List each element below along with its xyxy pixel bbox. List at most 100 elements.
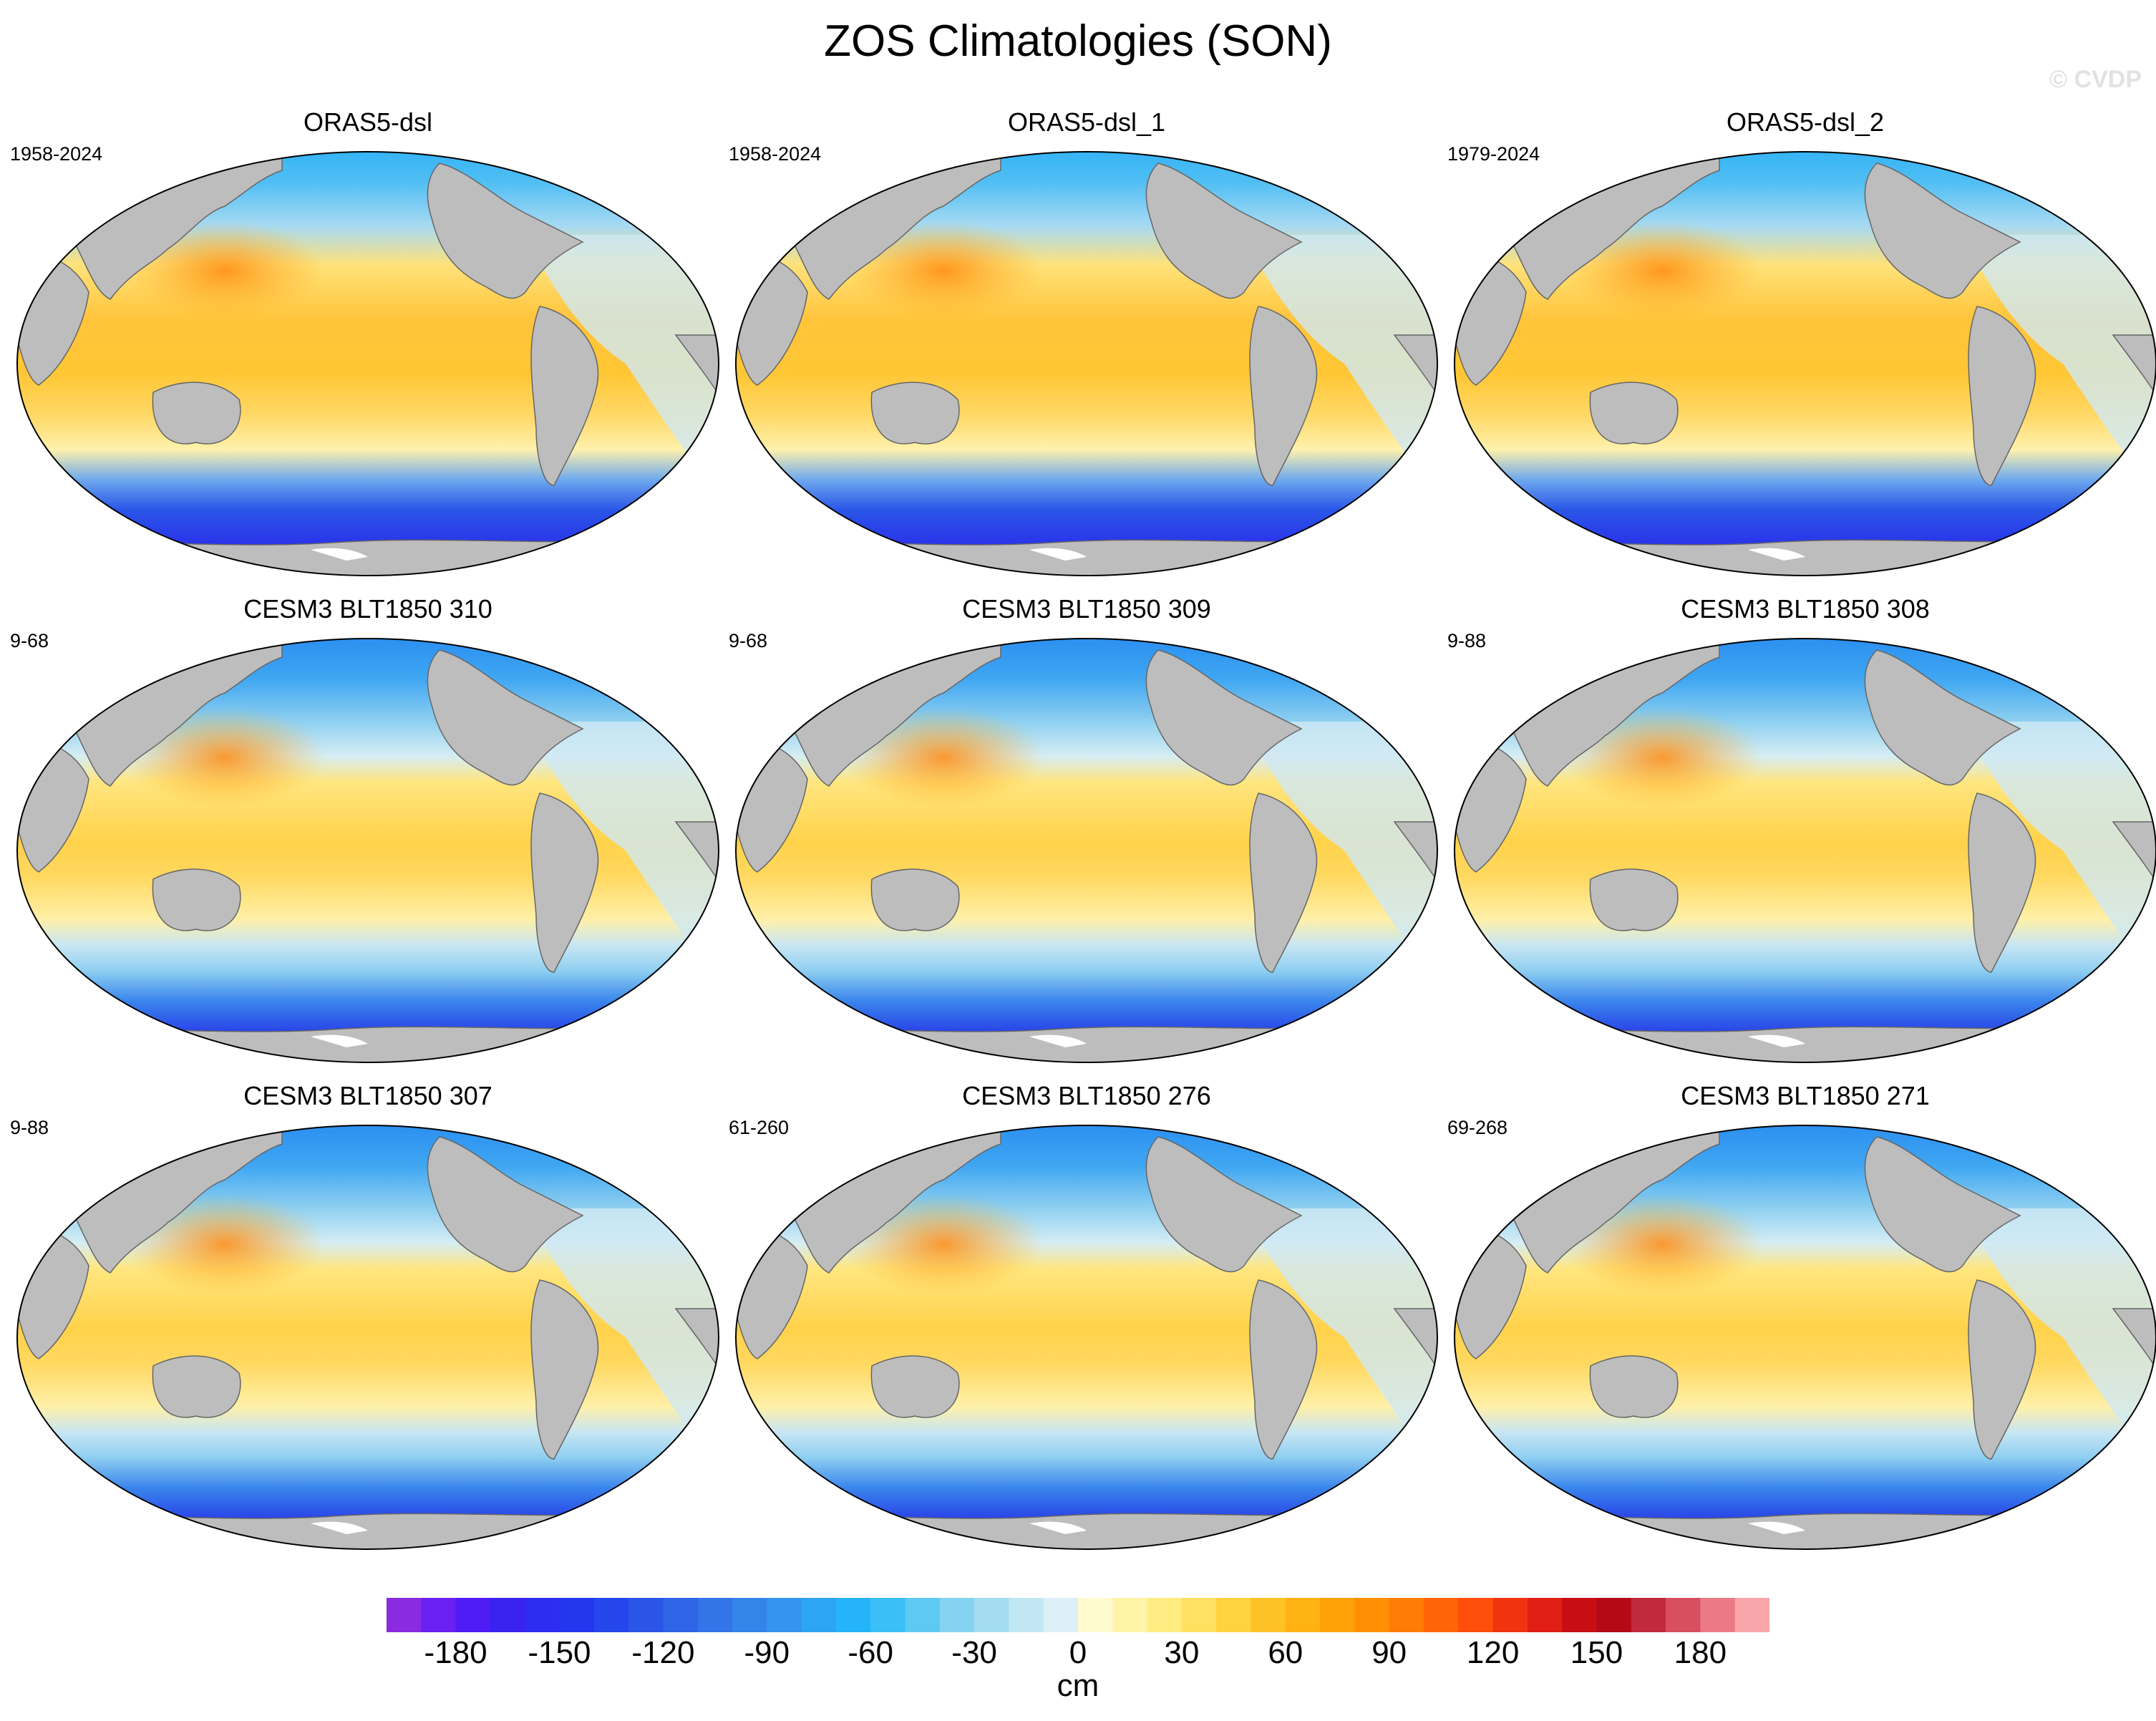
- colorbar-swatch: [870, 1598, 905, 1632]
- world-map: [735, 151, 1438, 576]
- colorbar-swatch: [939, 1598, 975, 1632]
- land-antarctica: [1455, 538, 2156, 576]
- map-panel: CESM3 BLT1850 276 61-260: [729, 1081, 1444, 1553]
- colorbar-swatch: [1009, 1598, 1044, 1632]
- colorbar-swatch: [1734, 1598, 1769, 1632]
- colorbar-swatch: [559, 1598, 595, 1632]
- panel-title: CESM3 BLT1850 276: [962, 1081, 1211, 1110]
- land-australia: [152, 382, 241, 445]
- land-south-america: [1249, 1279, 1318, 1460]
- land-east-edge: [1372, 639, 1437, 751]
- colorbar-swatch: [1354, 1598, 1390, 1632]
- colorbar-swatch: [1596, 1598, 1632, 1632]
- map-panel: ORAS5-dsl 1958-2024: [10, 107, 726, 580]
- colorbar-tick: -180: [424, 1635, 487, 1670]
- colorbar-swatch: [628, 1598, 664, 1632]
- world-map: [1454, 1125, 2156, 1550]
- panel-title: ORAS5-dsl: [303, 107, 433, 137]
- map-panel: CESM3 BLT1850 271 69-268: [1447, 1081, 2156, 1553]
- panel-period: 9-88: [10, 1117, 49, 1138]
- colorbar-tick: 0: [1069, 1635, 1087, 1670]
- land-australia: [1589, 382, 1679, 445]
- land-north-america: [1145, 649, 1303, 786]
- colorbar-swatch: [1562, 1598, 1597, 1632]
- land-greenland: [566, 1125, 651, 1160]
- colorbar-swatch: [1216, 1598, 1251, 1632]
- land-greenland: [566, 639, 651, 674]
- land-north-america: [1864, 163, 2021, 299]
- map-panel: CESM3 BLT1850 309 9-68: [729, 594, 1444, 1067]
- colorbar-tick: -150: [528, 1635, 591, 1670]
- land-south-america: [1968, 792, 2036, 973]
- land-antarctica: [736, 538, 1437, 576]
- colorbar-swatch: [697, 1598, 733, 1632]
- colorbar-swatch: [801, 1598, 837, 1632]
- panel-title: CESM3 BLT1850 307: [243, 1081, 492, 1110]
- land-east-edge: [2091, 1125, 2156, 1238]
- colorbar-tick: 120: [1466, 1635, 1520, 1670]
- panel-period: 69-268: [1447, 1117, 1508, 1138]
- land-australia: [870, 868, 960, 931]
- land-antarctica: [17, 1512, 719, 1549]
- land-australia: [870, 1355, 960, 1418]
- colorbar-swatch: [767, 1598, 802, 1632]
- land-south-america: [1968, 1279, 2036, 1460]
- land-east-edge: [654, 639, 719, 751]
- land-east-edge: [2091, 639, 2156, 751]
- colorbar-swatch: [593, 1598, 629, 1632]
- map-panel: CESM3 BLT1850 310 9-68: [10, 594, 726, 1067]
- colorbar-swatch: [1112, 1598, 1148, 1632]
- colorbar-tick: 150: [1570, 1635, 1623, 1670]
- colorbar-swatch: [1458, 1598, 1494, 1632]
- colorbar-swatch: [490, 1598, 525, 1632]
- land-africa-east: [674, 821, 719, 894]
- panel-period: 1958-2024: [10, 143, 103, 165]
- land-north-america: [427, 649, 584, 786]
- world-map: [16, 151, 719, 576]
- colorbar-swatch: [1631, 1598, 1666, 1632]
- land-north-america: [1864, 649, 2021, 786]
- colorbar-swatch: [1251, 1598, 1286, 1632]
- land-south-america: [1249, 306, 1318, 486]
- world-map: [16, 1125, 719, 1550]
- land-east-edge: [1372, 152, 1437, 264]
- colorbar-swatch: [421, 1598, 457, 1632]
- land-africa-east: [1393, 334, 1437, 407]
- panel-title: ORAS5-dsl_1: [1007, 107, 1166, 137]
- cvdp-watermark: © CVDP: [2049, 66, 2142, 93]
- colorbar-swatch: [1147, 1598, 1183, 1632]
- land-africa-east: [1393, 1308, 1437, 1381]
- panel-period: 9-88: [1447, 630, 1487, 651]
- colorbar-swatch: [974, 1598, 1009, 1632]
- land-north-america: [427, 1136, 584, 1273]
- land-australia: [1589, 868, 1679, 931]
- colorbar-swatch: [525, 1598, 560, 1632]
- map-panel: ORAS5-dsl_1 1958-2024: [729, 107, 1444, 580]
- map-panel: ORAS5-dsl_2 1979-2024: [1447, 107, 2156, 580]
- land-east-edge: [1372, 1125, 1437, 1238]
- colorbar-unit-label: cm: [1057, 1668, 1099, 1703]
- panel-title: CESM3 BLT1850 308: [1681, 594, 1930, 624]
- land-africa-east: [2112, 821, 2156, 894]
- land-greenland: [2004, 152, 2089, 187]
- land-africa-east: [674, 334, 719, 407]
- colorbar: [387, 1598, 1769, 1632]
- land-north-america: [1145, 1136, 1303, 1273]
- colorbar-swatch: [455, 1598, 491, 1632]
- colorbar-swatch: [1527, 1598, 1563, 1632]
- map-panel: CESM3 BLT1850 308 9-88: [1447, 594, 2156, 1067]
- colorbar-swatch: [1043, 1598, 1079, 1632]
- colorbar-swatch: [1078, 1598, 1113, 1632]
- land-africa-east: [2112, 1308, 2156, 1381]
- land-africa-east: [1393, 821, 1437, 894]
- colorbar-tick: 60: [1268, 1635, 1303, 1670]
- colorbar-swatches: [387, 1598, 1769, 1632]
- colorbar-swatch: [663, 1598, 699, 1632]
- colorbar-swatch: [1666, 1598, 1701, 1632]
- panel-period: 61-260: [729, 1117, 790, 1138]
- colorbar-swatch: [1700, 1598, 1736, 1632]
- colorbar-swatch: [387, 1598, 422, 1632]
- colorbar-swatch: [1320, 1598, 1355, 1632]
- land-australia: [1589, 1355, 1679, 1418]
- world-map: [735, 1125, 1438, 1550]
